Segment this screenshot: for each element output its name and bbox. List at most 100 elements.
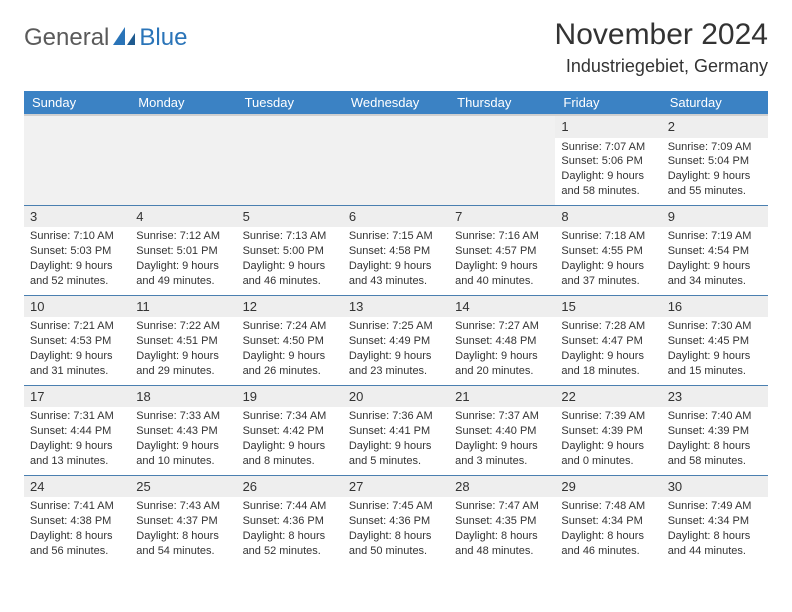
header: General Blue November 2024 Industriegebi… <box>24 18 768 77</box>
day-header: Tuesday <box>237 91 343 115</box>
calendar-cell <box>130 115 236 205</box>
sunrise-text: Sunrise: 7:19 AM <box>668 229 762 244</box>
sunrise-text: Sunrise: 7:44 AM <box>243 499 337 514</box>
calendar-cell: 26Sunrise: 7:44 AMSunset: 4:36 PMDayligh… <box>237 475 343 564</box>
sunrise-text: Sunrise: 7:48 AM <box>561 499 655 514</box>
daylight-text: Daylight: 9 hours and 0 minutes. <box>561 439 655 469</box>
sunset-text: Sunset: 4:37 PM <box>136 514 230 529</box>
day-number: 13 <box>343 296 449 318</box>
sunrise-text: Sunrise: 7:28 AM <box>561 319 655 334</box>
calendar-cell <box>343 115 449 205</box>
calendar-cell: 13Sunrise: 7:25 AMSunset: 4:49 PMDayligh… <box>343 295 449 385</box>
calendar-cell <box>449 115 555 205</box>
day-number: 22 <box>555 386 661 408</box>
daylight-text: Daylight: 9 hours and 15 minutes. <box>668 349 762 379</box>
calendar-cell <box>237 115 343 205</box>
sunrise-text: Sunrise: 7:25 AM <box>349 319 443 334</box>
day-number: 26 <box>237 476 343 498</box>
daylight-text: Daylight: 8 hours and 46 minutes. <box>561 529 655 559</box>
day-number: 1 <box>555 116 661 138</box>
sunset-text: Sunset: 4:34 PM <box>668 514 762 529</box>
day-number: 8 <box>555 206 661 228</box>
sunset-text: Sunset: 4:38 PM <box>30 514 124 529</box>
day-number: 3 <box>24 206 130 228</box>
calendar-cell: 8Sunrise: 7:18 AMSunset: 4:55 PMDaylight… <box>555 205 661 295</box>
sunset-text: Sunset: 4:51 PM <box>136 334 230 349</box>
daylight-text: Daylight: 9 hours and 26 minutes. <box>243 349 337 379</box>
calendar-row: 24Sunrise: 7:41 AMSunset: 4:38 PM Dayligh… <box>24 475 768 564</box>
daylight-text: Daylight: 8 hours and 52 minutes. <box>243 529 337 559</box>
sunrise-text: Sunrise: 7:41 AM <box>30 499 124 514</box>
calendar-cell <box>24 115 130 205</box>
calendar-cell: 2Sunrise: 7:09 AMSunset: 5:04 PMDaylight… <box>662 115 768 205</box>
sunset-text: Sunset: 5:03 PM <box>30 244 124 259</box>
day-number: 9 <box>662 206 768 228</box>
sunrise-text: Sunrise: 7:47 AM <box>455 499 549 514</box>
calendar-cell: 30Sunrise: 7:49 AMSunset: 4:34 PMDayligh… <box>662 475 768 564</box>
sunrise-text: Sunrise: 7:45 AM <box>349 499 443 514</box>
sunset-text: Sunset: 4:42 PM <box>243 424 337 439</box>
day-number: 6 <box>343 206 449 228</box>
calendar-cell: 27Sunrise: 7:45 AMSunset: 4:36 PMDayligh… <box>343 475 449 564</box>
sunset-text: Sunset: 5:01 PM <box>136 244 230 259</box>
daylight-text: Daylight: 8 hours and 54 minutes. <box>136 529 230 559</box>
calendar-cell: 25Sunrise: 7:43 AMSunset: 4:37 PMDayligh… <box>130 475 236 564</box>
sunset-text: Sunset: 4:34 PM <box>561 514 655 529</box>
sunset-text: Sunset: 4:36 PM <box>349 514 443 529</box>
day-number: 24 <box>24 476 130 498</box>
day-number: 14 <box>449 296 555 318</box>
calendar-cell: 23Sunrise: 7:40 AMSunset: 4:39 PMDayligh… <box>662 385 768 475</box>
day-number: 11 <box>130 296 236 318</box>
calendar-row: 17Sunrise: 7:31 AMSunset: 4:44 PMDayligh… <box>24 385 768 475</box>
sunset-text: Sunset: 4:50 PM <box>243 334 337 349</box>
sunrise-text: Sunrise: 7:21 AM <box>30 319 124 334</box>
daylight-text: Daylight: 8 hours and 48 minutes. <box>455 529 549 559</box>
logo-text-general: General <box>24 24 109 52</box>
sunrise-text: Sunrise: 7:31 AM <box>30 409 124 424</box>
calendar-table: Sunday Monday Tuesday Wednesday Thursday… <box>24 91 768 565</box>
sunset-text: Sunset: 4:41 PM <box>349 424 443 439</box>
daylight-text: Daylight: 9 hours and 31 minutes. <box>30 349 124 379</box>
calendar-cell: 15Sunrise: 7:28 AMSunset: 4:47 PMDayligh… <box>555 295 661 385</box>
calendar-cell: 7Sunrise: 7:16 AMSunset: 4:57 PMDaylight… <box>449 205 555 295</box>
day-number: 19 <box>237 386 343 408</box>
logo: General Blue <box>24 18 187 52</box>
sail-icon <box>111 25 137 52</box>
daylight-text: Daylight: 9 hours and 23 minutes. <box>349 349 443 379</box>
daylight-text: Daylight: 9 hours and 58 minutes. <box>561 169 655 199</box>
sunrise-text: Sunrise: 7:27 AM <box>455 319 549 334</box>
title-block: November 2024 Industriegebiet, Germany <box>555 18 768 77</box>
calendar-cell: 5Sunrise: 7:13 AMSunset: 5:00 PMDaylight… <box>237 205 343 295</box>
sunrise-text: Sunrise: 7:10 AM <box>30 229 124 244</box>
sunrise-text: Sunrise: 7:40 AM <box>668 409 762 424</box>
sunrise-text: Sunrise: 7:15 AM <box>349 229 443 244</box>
day-number: 20 <box>343 386 449 408</box>
day-number: 23 <box>662 386 768 408</box>
calendar-cell: 1Sunrise: 7:07 AMSunset: 5:06 PMDaylight… <box>555 115 661 205</box>
daylight-text: Daylight: 9 hours and 18 minutes. <box>561 349 655 379</box>
sunrise-text: Sunrise: 7:49 AM <box>668 499 762 514</box>
daylight-text: Daylight: 9 hours and 29 minutes. <box>136 349 230 379</box>
daylight-text: Daylight: 9 hours and 3 minutes. <box>455 439 549 469</box>
sunset-text: Sunset: 4:39 PM <box>561 424 655 439</box>
day-number: 5 <box>237 206 343 228</box>
sunset-text: Sunset: 4:54 PM <box>668 244 762 259</box>
day-number: 17 <box>24 386 130 408</box>
daylight-text: Daylight: 9 hours and 46 minutes. <box>243 259 337 289</box>
calendar-cell: 19Sunrise: 7:34 AMSunset: 4:42 PMDayligh… <box>237 385 343 475</box>
calendar-cell: 10Sunrise: 7:21 AMSunset: 4:53 PMDayligh… <box>24 295 130 385</box>
sunset-text: Sunset: 4:49 PM <box>349 334 443 349</box>
sunset-text: Sunset: 4:57 PM <box>455 244 549 259</box>
month-title: November 2024 <box>555 18 768 52</box>
day-number: 4 <box>130 206 236 228</box>
sunrise-text: Sunrise: 7:24 AM <box>243 319 337 334</box>
day-number: 29 <box>555 476 661 498</box>
calendar-cell: 18Sunrise: 7:33 AMSunset: 4:43 PMDayligh… <box>130 385 236 475</box>
sunrise-text: Sunrise: 7:43 AM <box>136 499 230 514</box>
sunset-text: Sunset: 4:53 PM <box>30 334 124 349</box>
calendar-cell: 16Sunrise: 7:30 AMSunset: 4:45 PMDayligh… <box>662 295 768 385</box>
day-number: 10 <box>24 296 130 318</box>
day-number: 2 <box>662 116 768 138</box>
sunset-text: Sunset: 4:58 PM <box>349 244 443 259</box>
calendar-cell: 14Sunrise: 7:27 AMSunset: 4:48 PMDayligh… <box>449 295 555 385</box>
